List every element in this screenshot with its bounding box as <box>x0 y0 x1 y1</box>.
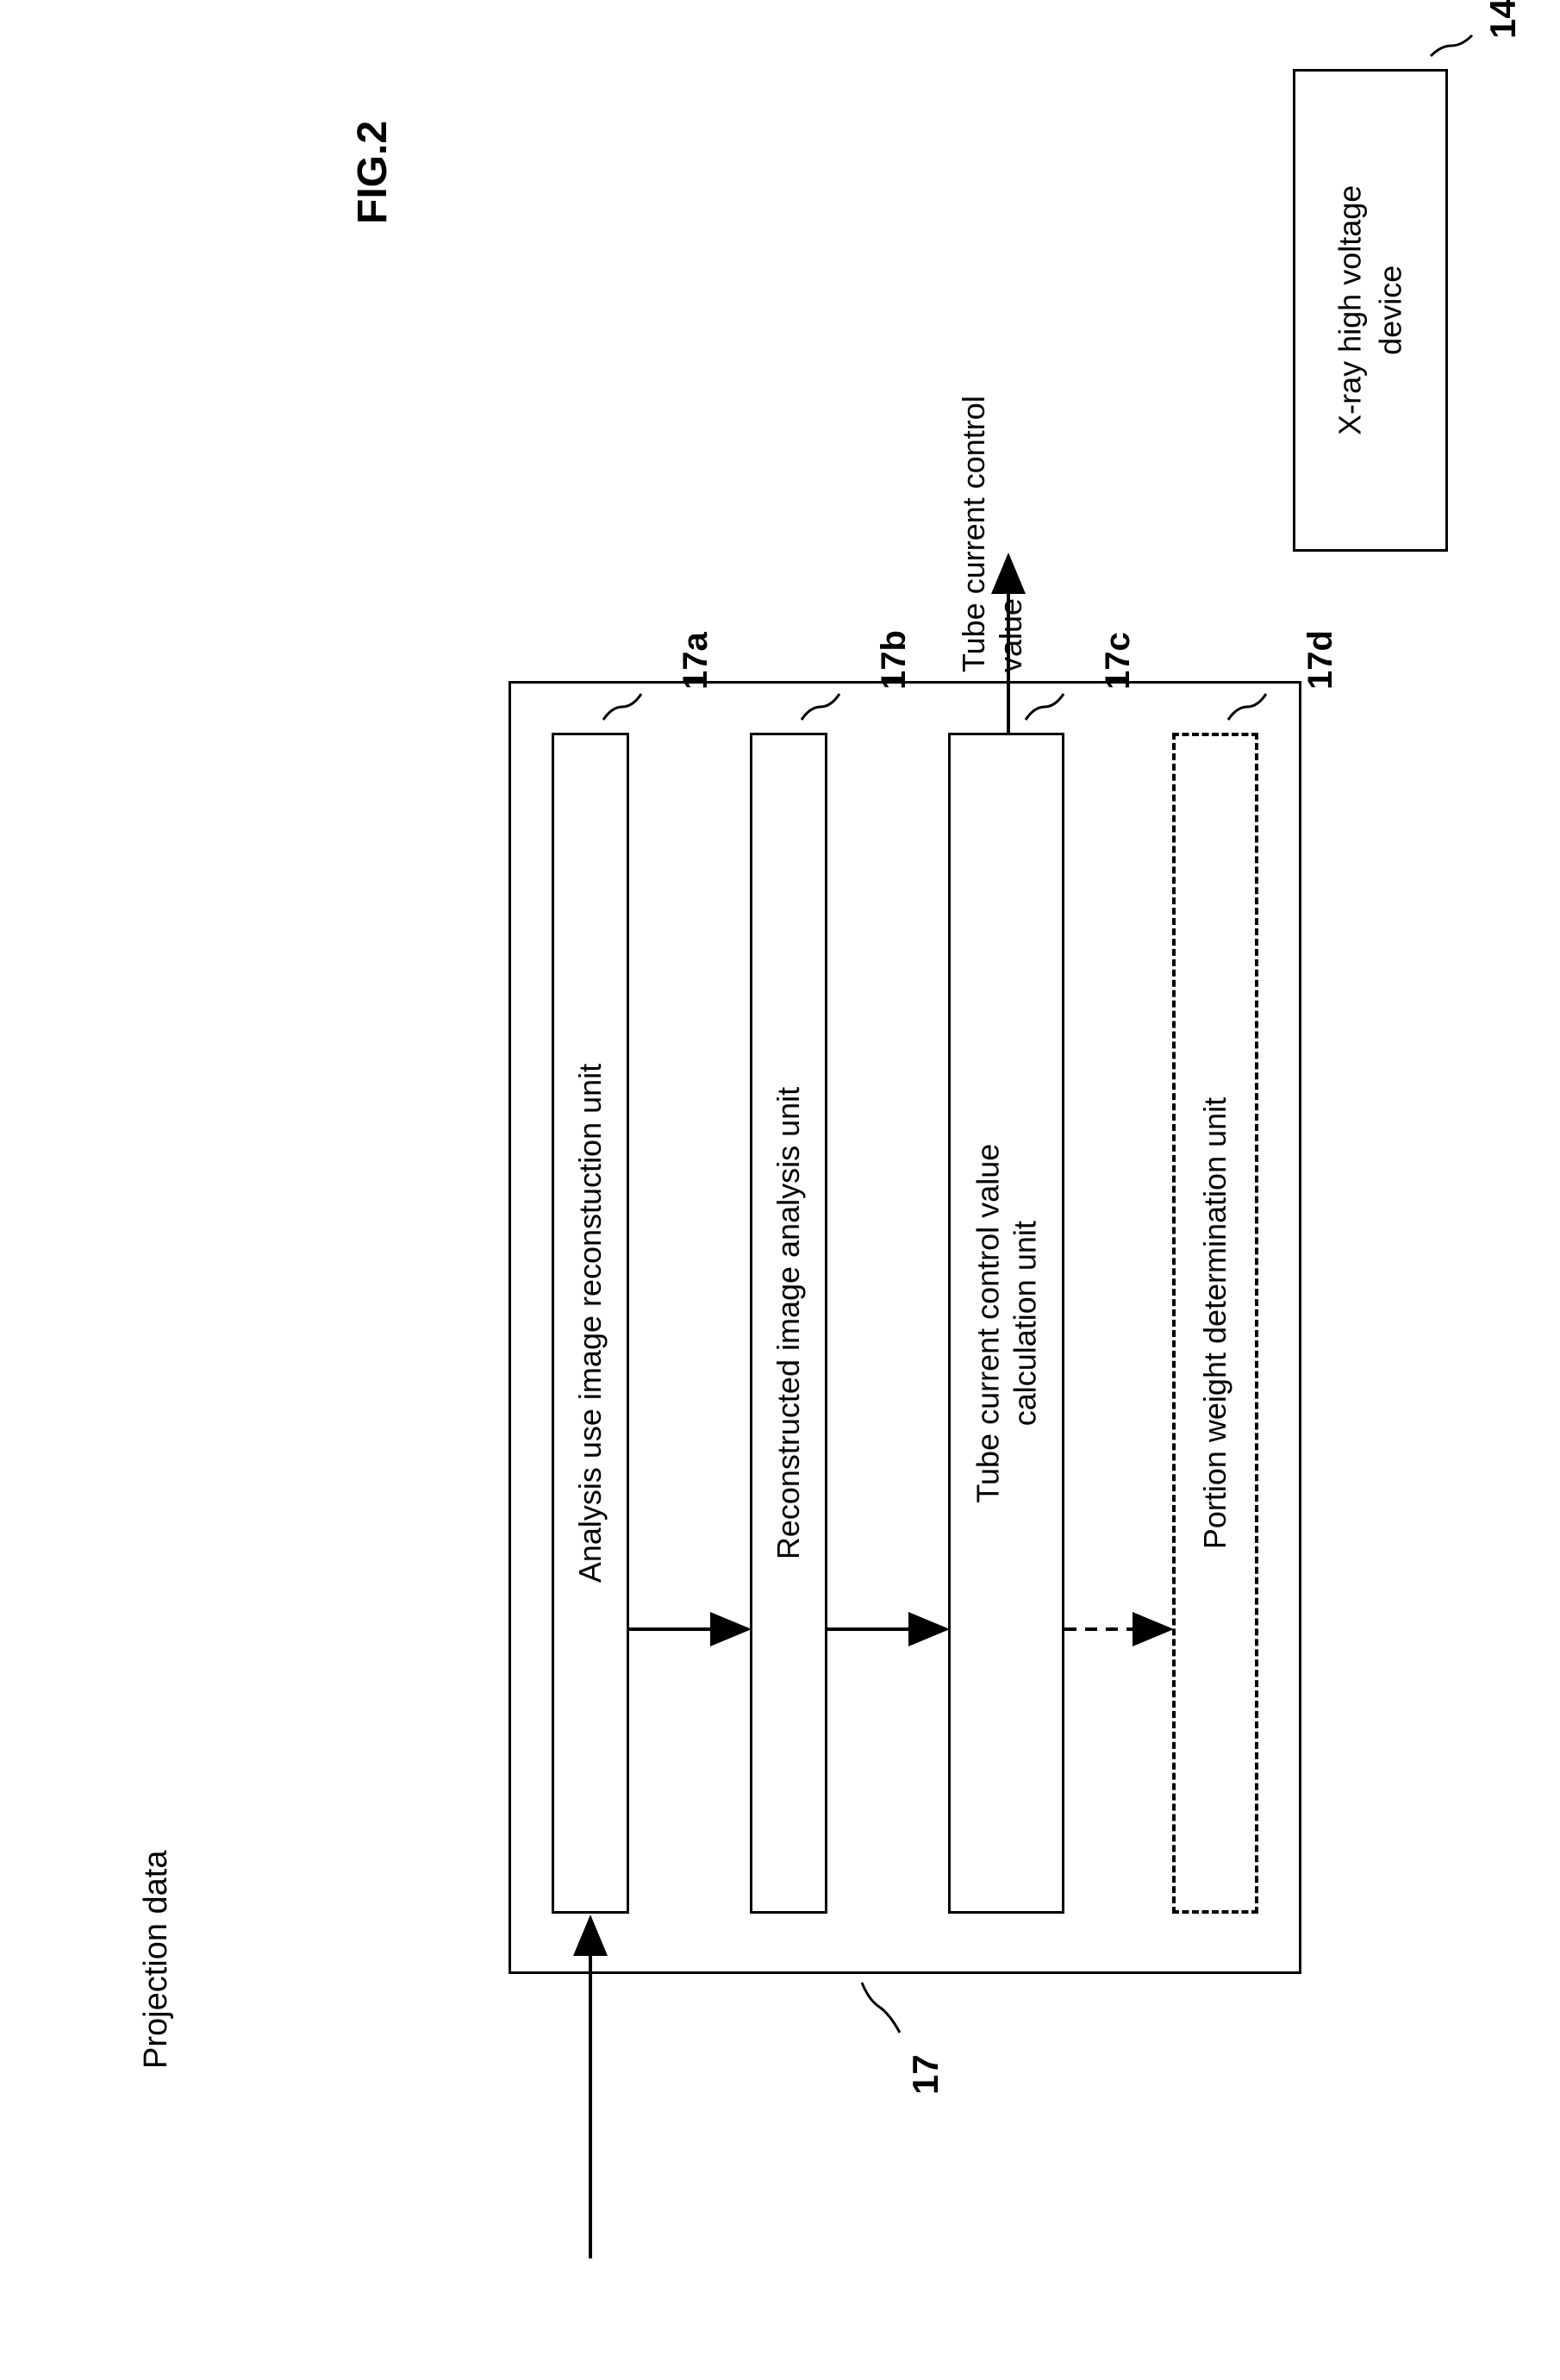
block-14-line2: device <box>1372 265 1407 355</box>
block-14: X-ray high voltage device <box>1293 69 1448 552</box>
block-17c-line2: calculation unit <box>1008 1221 1043 1426</box>
block-17a-text: Analysis use image reconstuction unit <box>572 1064 608 1583</box>
output-label-line2: value <box>993 598 1028 672</box>
leader-14 <box>1431 35 1472 56</box>
block-14-text: X-ray high voltage device <box>1330 185 1411 435</box>
ref-17: 17 <box>905 2054 946 2095</box>
ref-17d: 17d <box>1301 630 1340 690</box>
output-label-line1: Tube current control <box>956 396 991 672</box>
leader-17 <box>862 1983 900 2033</box>
ref-14: 14 <box>1482 0 1524 39</box>
block-17a: Analysis use image reconstuction unit <box>552 733 629 1914</box>
ref-17b: 17b <box>875 630 914 690</box>
block-17c: Tube current control value calculation u… <box>948 733 1064 1914</box>
block-17d-text: Portion weight determination unit <box>1197 1097 1233 1549</box>
output-label: Tube current control value <box>955 396 1029 672</box>
block-17c-text: Tube current control value calculation u… <box>969 1144 1043 1503</box>
figure-title: FIG.2 <box>349 121 396 224</box>
block-17b-text: Reconstructed image analysis unit <box>771 1087 807 1559</box>
block-14-line1: X-ray high voltage <box>1332 185 1367 435</box>
ref-17c: 17c <box>1099 632 1138 690</box>
ref-17a: 17a <box>677 632 715 690</box>
projection-data-label: Projection data <box>138 1851 175 2070</box>
block-17c-line1: Tube current control value <box>970 1144 1005 1503</box>
block-17b: Reconstructed image analysis unit <box>750 733 827 1914</box>
block-17d: Portion weight determination unit <box>1172 733 1258 1914</box>
